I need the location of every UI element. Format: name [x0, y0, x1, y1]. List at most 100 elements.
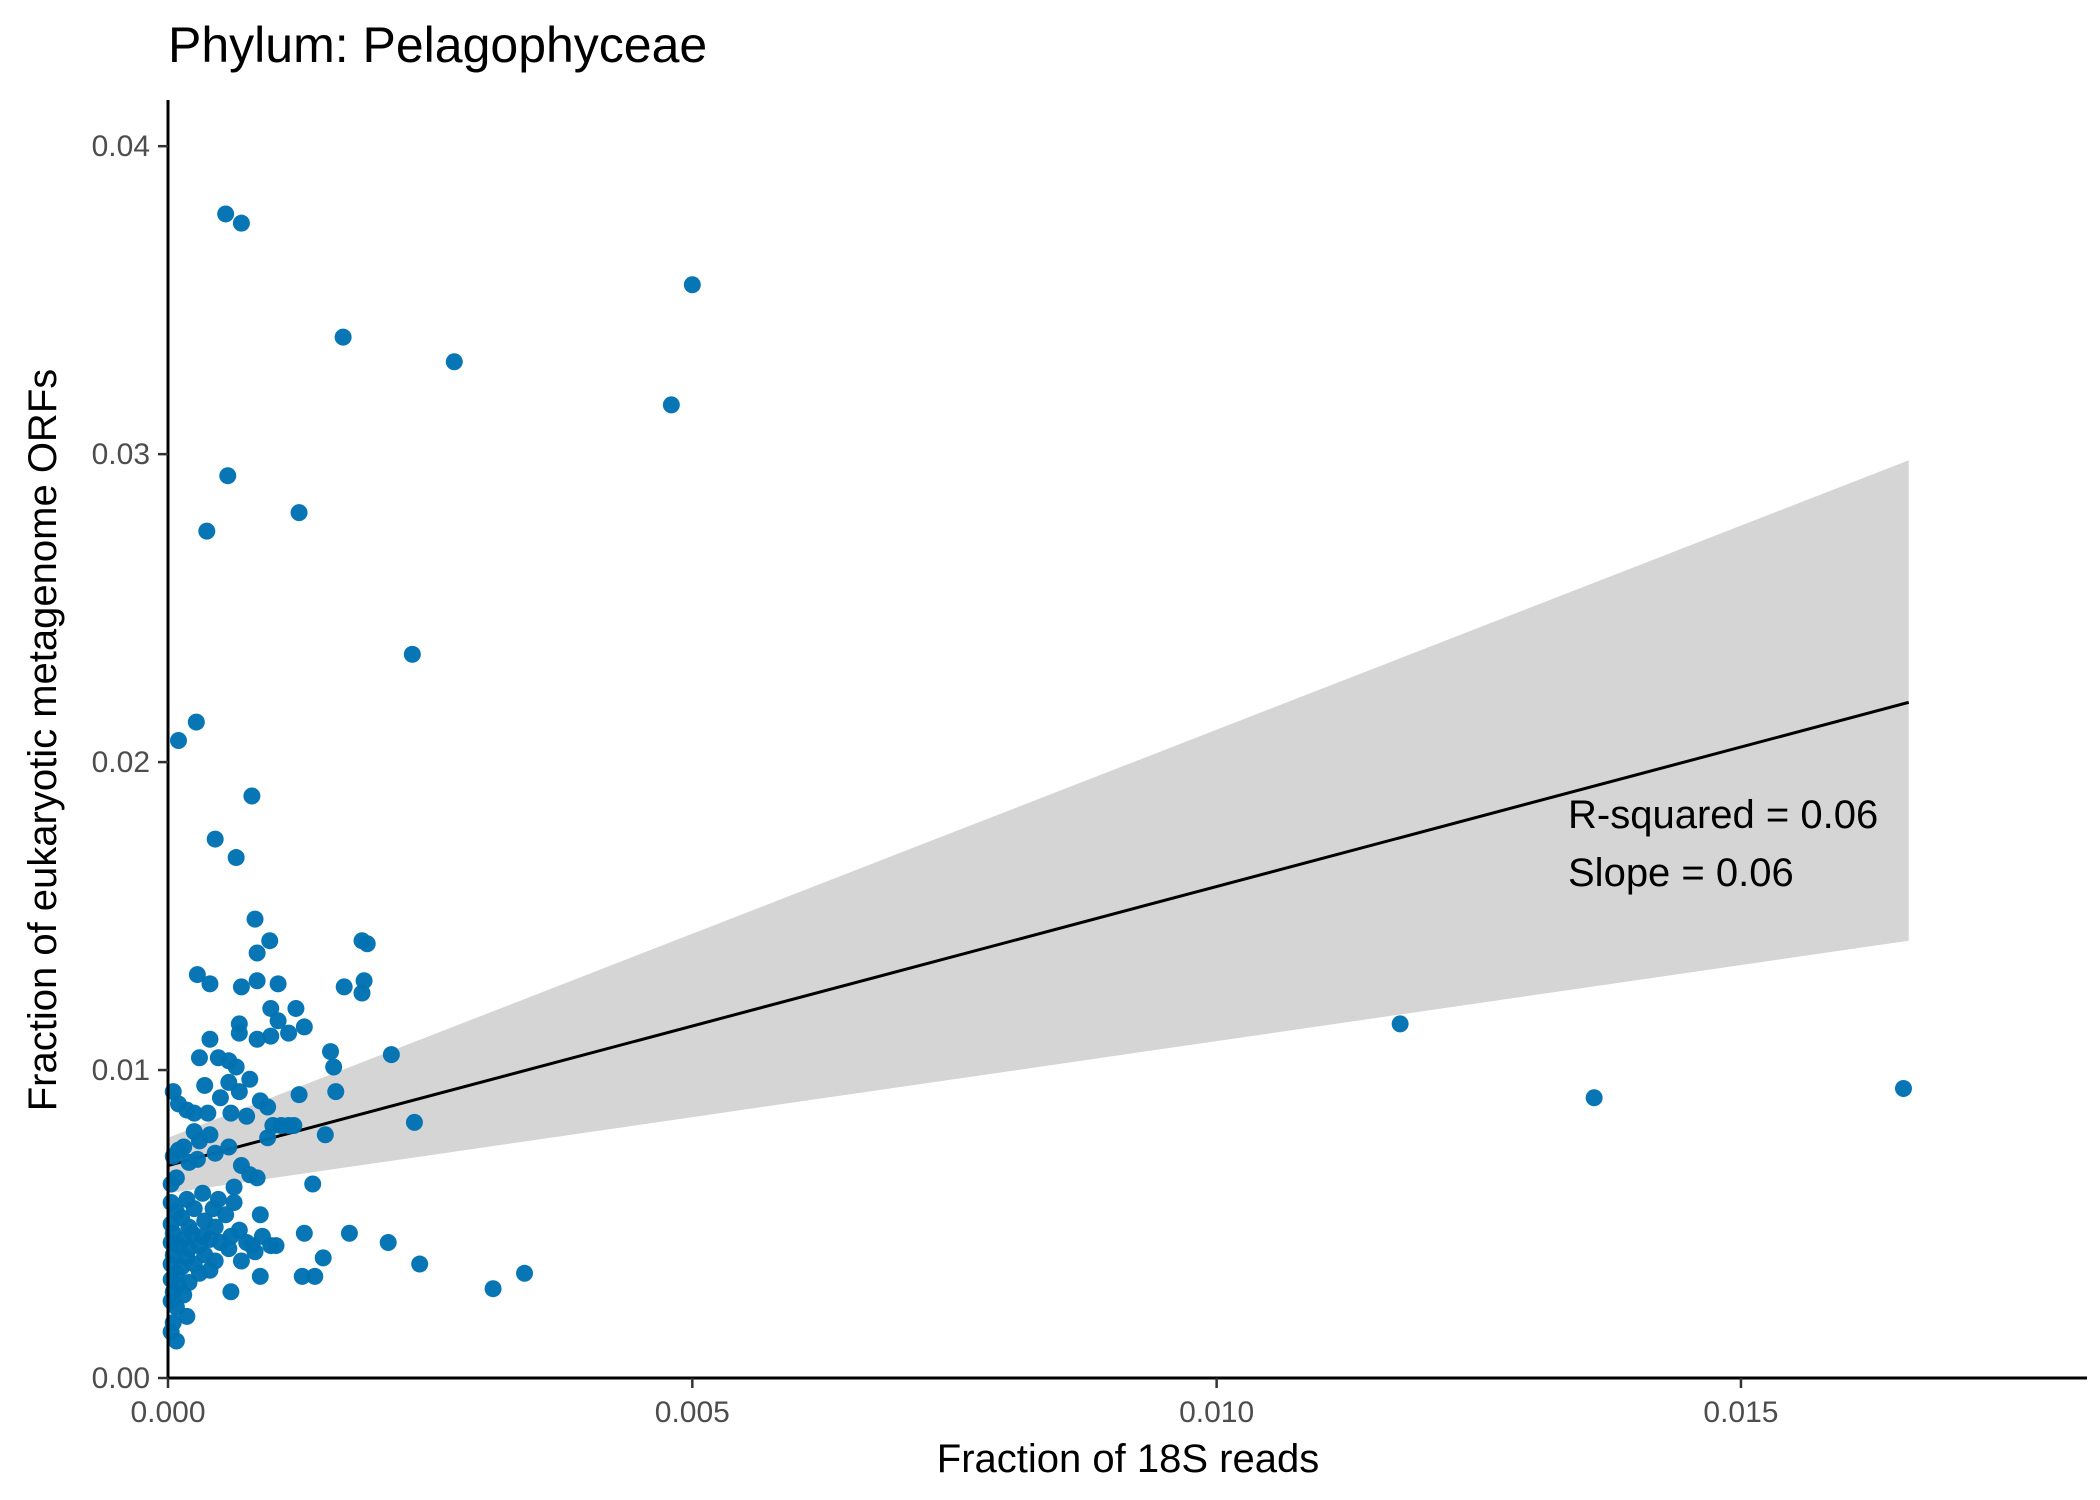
x-tick-label: 0.010: [1179, 1396, 1254, 1429]
data-point: [185, 1104, 203, 1122]
data-point: [295, 1018, 313, 1036]
data-point: [259, 1098, 277, 1116]
data-point: [683, 276, 701, 294]
regression-line: [167, 700, 1910, 1167]
data-point: [219, 467, 237, 485]
data-point: [405, 1113, 423, 1131]
data-point: [248, 944, 266, 962]
data-point: [201, 975, 219, 993]
data-point: [516, 1264, 534, 1282]
data-point: [445, 353, 463, 371]
data-point: [293, 1267, 311, 1285]
data-point: [232, 1252, 250, 1270]
data-point: [484, 1280, 502, 1298]
data-point: [206, 830, 224, 848]
data-point: [222, 1283, 240, 1301]
data-point: [259, 1129, 277, 1147]
data-point: [290, 1086, 308, 1104]
data-point: [327, 1083, 345, 1101]
data-point: [187, 713, 205, 731]
data-point: [169, 732, 187, 750]
data-point: [246, 910, 264, 928]
data-point: [199, 1104, 217, 1122]
data-point: [248, 1030, 266, 1048]
data-point: [335, 978, 353, 996]
data-points-layer: [162, 205, 1912, 1350]
data-point: [314, 1249, 332, 1267]
data-point: [167, 1332, 185, 1350]
data-point: [290, 504, 308, 522]
data-point: [340, 1224, 358, 1242]
data-point: [230, 1083, 248, 1101]
data-point: [295, 1224, 313, 1242]
r-squared-annotation: R-squared = 0.06: [1568, 793, 1878, 837]
data-point: [334, 328, 352, 346]
data-point: [261, 932, 279, 950]
data-point: [190, 1132, 208, 1150]
data-point: [190, 1049, 208, 1067]
data-point: [248, 1169, 266, 1187]
data-point: [262, 1027, 280, 1045]
slope-annotation: Slope = 0.06: [1568, 851, 1794, 895]
data-point: [206, 1144, 224, 1162]
data-point: [222, 1104, 240, 1122]
data-point: [232, 214, 250, 232]
data-point: [285, 1116, 303, 1134]
y-tick-label: 0.02: [92, 746, 150, 779]
data-point: [180, 1153, 198, 1171]
data-point: [269, 975, 287, 993]
data-point: [382, 1046, 400, 1064]
y-tick-label: 0.03: [92, 438, 150, 471]
data-point: [185, 1200, 203, 1218]
data-point: [201, 1030, 219, 1048]
confidence-band-layer: [168, 460, 1909, 1194]
data-point: [662, 396, 680, 414]
data-point: [162, 1175, 180, 1193]
x-tick-label: 0.015: [1703, 1396, 1778, 1429]
data-point: [178, 1307, 196, 1325]
x-tick-label: 0.000: [130, 1396, 205, 1429]
confidence-band: [168, 460, 1909, 1194]
data-point: [198, 522, 216, 540]
y-tick-label: 0.04: [92, 130, 150, 163]
data-point: [248, 972, 266, 990]
data-point: [280, 1024, 298, 1042]
data-point: [204, 1200, 222, 1218]
data-point: [241, 1070, 259, 1088]
data-point: [306, 1267, 324, 1285]
data-point: [232, 978, 250, 996]
y-axis-ticks: 0.00 0.01 0.02 0.03 0.04: [92, 130, 168, 1395]
data-point: [269, 1012, 287, 1030]
data-point: [220, 1240, 238, 1258]
data-point: [353, 984, 371, 1002]
data-point: [316, 1126, 334, 1144]
data-point: [217, 1206, 235, 1224]
data-point: [246, 1243, 264, 1261]
y-tick-label: 0.00: [92, 1362, 150, 1395]
data-point: [322, 1043, 340, 1061]
data-point: [379, 1234, 397, 1252]
data-point: [1585, 1089, 1603, 1107]
data-point: [217, 205, 235, 223]
data-point: [1894, 1080, 1912, 1098]
data-point: [238, 1107, 256, 1125]
data-point: [251, 1206, 269, 1224]
chart-title: Phylum: Pelagophyceae: [168, 17, 707, 73]
regression-line-layer: [167, 700, 1910, 1167]
data-point: [196, 1076, 214, 1094]
data-point: [230, 1024, 248, 1042]
data-point: [194, 1184, 212, 1202]
data-point: [211, 1089, 229, 1107]
data-point: [411, 1255, 429, 1273]
data-point: [175, 1286, 193, 1304]
y-tick-label: 0.01: [92, 1054, 150, 1087]
data-point: [267, 1237, 285, 1255]
data-point: [225, 1193, 243, 1211]
y-axis-title: Fraction of eukaryotic metagenome ORFs: [21, 369, 65, 1112]
x-tick-label: 0.005: [655, 1396, 730, 1429]
data-point: [188, 966, 206, 984]
x-axis-title: Fraction of 18S reads: [937, 1437, 1319, 1481]
data-point: [243, 787, 261, 805]
data-point: [227, 849, 245, 867]
